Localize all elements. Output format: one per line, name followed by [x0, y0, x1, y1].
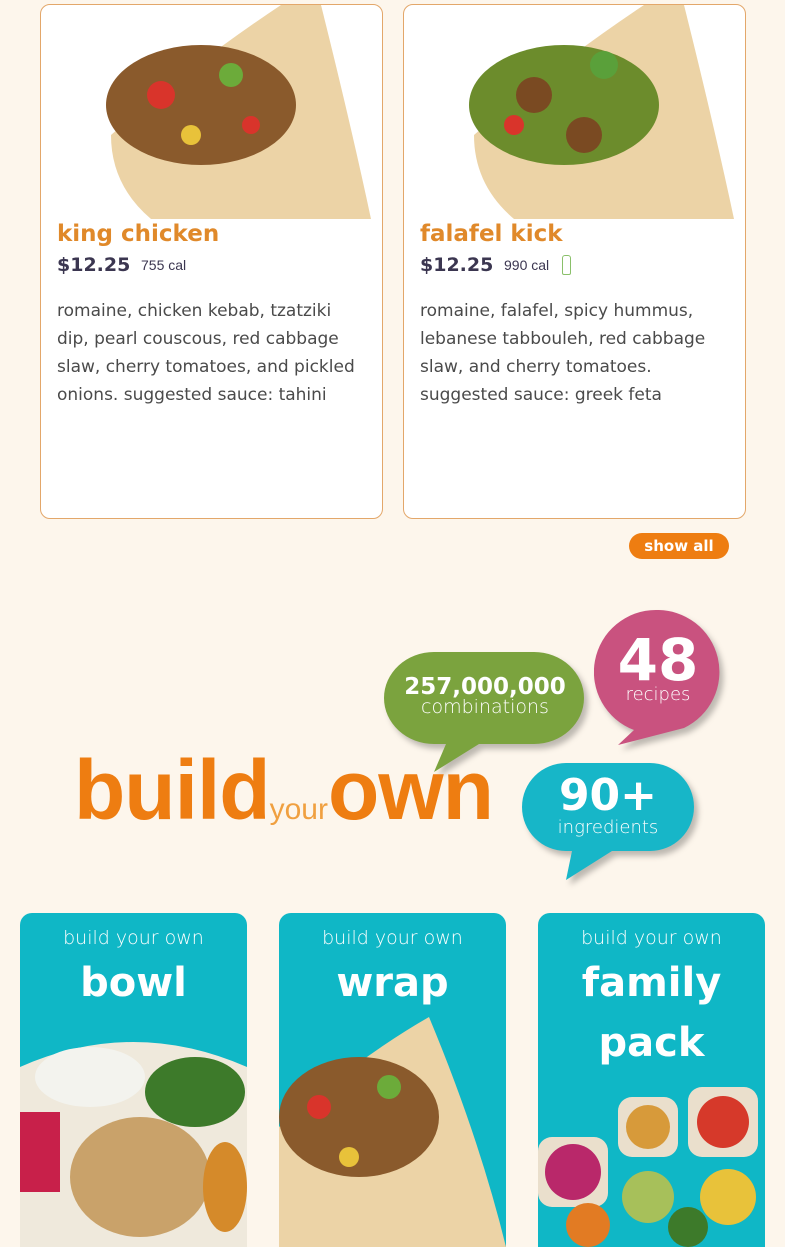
heading-own: own: [327, 743, 494, 837]
option-wrap[interactable]: build your own wrap: [279, 913, 506, 1247]
menu-card-falafel-kick[interactable]: falafel kick $12.25 990 cal romaine, fal…: [403, 4, 746, 519]
stat-combinations: 257,000,000 combinations: [384, 652, 586, 774]
item-description: romaine, chicken kebab, tzatziki dip, pe…: [57, 301, 355, 405]
item-calories: 990 cal: [504, 257, 550, 273]
item-name: falafel kick: [420, 221, 563, 247]
wrap-image: [279, 1017, 506, 1247]
show-all-button[interactable]: show all: [629, 533, 729, 559]
option-name: bowl: [80, 960, 187, 1006]
option-bowl[interactable]: build your own bowl: [20, 913, 247, 1247]
option-subtitle: build your own: [322, 927, 463, 949]
wrap-image: [404, 5, 745, 219]
wrap-image: [41, 5, 382, 219]
option-family-pack[interactable]: build your own family pack: [538, 913, 765, 1247]
stat-value: 48: [617, 626, 699, 694]
item-calories: 755 cal: [141, 257, 187, 273]
item-price: $12.25: [420, 254, 494, 276]
heading-your: your: [269, 793, 328, 826]
heading-build: build: [74, 743, 271, 837]
family-pack-image: [538, 1087, 758, 1247]
speech-bubble-icon: [522, 763, 694, 880]
item-name: king chicken: [57, 221, 220, 247]
vegetarian-icon: [562, 255, 571, 275]
item-description: romaine, falafel, spicy hummus, lebanese…: [420, 301, 706, 405]
menu-card-king-chicken[interactable]: king chicken $12.25 755 cal romaine, chi…: [40, 4, 383, 519]
stat-ingredients: 90+ ingredients: [522, 763, 694, 881]
option-name: wrap: [336, 960, 449, 1006]
option-subtitle: build your own: [581, 927, 722, 949]
item-price: $12.25: [57, 254, 131, 276]
stat-value: 90+: [558, 770, 658, 821]
speech-bubble-icon: [384, 652, 584, 772]
stat-label: combinations: [421, 696, 549, 718]
bowl-image: [20, 1042, 247, 1247]
stat-value: 257,000,000: [404, 674, 566, 700]
option-subtitle: build your own: [63, 927, 204, 949]
stat-recipes: 48 recipes: [594, 610, 722, 746]
build-your-own-heading: buildyourown: [74, 743, 494, 860]
speech-bubble-icon: [594, 610, 720, 745]
stat-label: ingredients: [557, 817, 659, 838]
option-name: family pack: [581, 960, 722, 1066]
stat-label: recipes: [625, 684, 691, 705]
